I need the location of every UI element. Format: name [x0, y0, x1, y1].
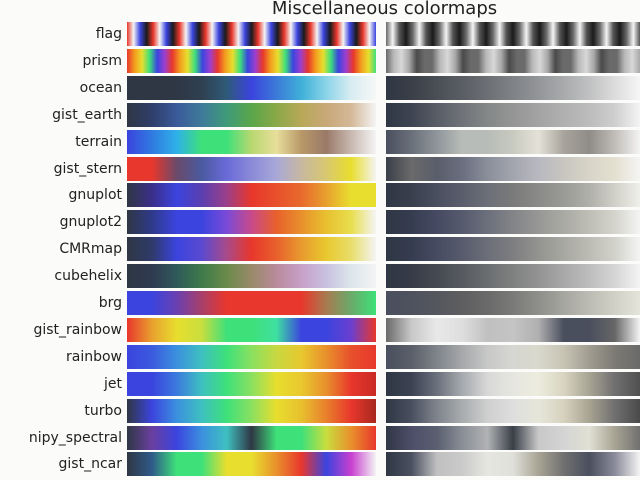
- color-strip: [127, 264, 376, 289]
- colormap-label: ocean: [79, 79, 122, 96]
- colormap-row-jet: jet: [0, 371, 640, 396]
- color-strip: [127, 237, 376, 262]
- colormap-label: gnuplot: [68, 187, 122, 204]
- grayscale-strip: [386, 317, 640, 342]
- grayscale-strip: [386, 264, 640, 289]
- colormap-row-turbo: turbo: [0, 398, 640, 423]
- grayscale-strip: [386, 156, 640, 181]
- colormap-label: cubehelix: [54, 268, 122, 285]
- colormap-row-brg: brg: [0, 291, 640, 315]
- colormap-row-gist-stern: gist_stern: [0, 156, 640, 181]
- grayscale-strip: [386, 371, 640, 396]
- color-strip: [127, 425, 376, 450]
- color-strip: [127, 129, 376, 154]
- grayscale-strip: [386, 48, 640, 73]
- color-strip: [127, 210, 376, 235]
- grayscale-strip: [386, 291, 640, 315]
- colormap-label: gnuplot2: [59, 214, 122, 231]
- grayscale-strip: [386, 102, 640, 127]
- grayscale-strip: [386, 425, 640, 450]
- colormap-row-ocean: ocean: [0, 75, 640, 100]
- colormap-row-gist-ncar: gist_ncar: [0, 452, 640, 477]
- colormap-label: prism: [82, 52, 122, 69]
- colormap-row-flag: flag: [0, 22, 640, 46]
- figure-title: Miscellaneous colormaps: [271, 0, 498, 19]
- grayscale-strip: [386, 452, 640, 477]
- colormap-label: terrain: [75, 133, 122, 150]
- colormap-label: flag: [95, 26, 122, 42]
- colormap-label: jet: [104, 375, 122, 392]
- grayscale-strip: [386, 75, 640, 100]
- grayscale-strip: [386, 344, 640, 369]
- colormap-row-cmrmap: CMRmap: [0, 237, 640, 262]
- colormap-label: nipy_spectral: [28, 429, 122, 446]
- grayscale-strip: [386, 129, 640, 154]
- color-strip: [127, 398, 376, 423]
- colormap-label: gist_earth: [52, 106, 122, 123]
- color-strip: [127, 317, 376, 342]
- colormap-label: turbo: [84, 402, 122, 419]
- colormap-row-terrain: terrain: [0, 129, 640, 154]
- colormap-row-prism: prism: [0, 48, 640, 73]
- color-strip: [127, 183, 376, 208]
- grayscale-strip: [386, 183, 640, 208]
- colormap-row-gist-rainbow: gist_rainbow: [0, 317, 640, 342]
- colormap-row-gnuplot2: gnuplot2: [0, 210, 640, 235]
- color-strip: [127, 452, 376, 477]
- grayscale-strip: [386, 398, 640, 423]
- colormap-label: gist_stern: [53, 160, 122, 177]
- colormap-row-nipy-spectral: nipy_spectral: [0, 425, 640, 450]
- color-strip: [127, 75, 376, 100]
- color-strip: [127, 156, 376, 181]
- colormap-row-gist-earth: gist_earth: [0, 102, 640, 127]
- color-strip: [127, 22, 376, 46]
- colormap-label: rainbow: [66, 348, 122, 365]
- color-strip: [127, 48, 376, 73]
- color-strip: [127, 291, 376, 315]
- colormap-label: brg: [98, 295, 122, 311]
- colormap-row-cubehelix: cubehelix: [0, 264, 640, 289]
- color-strip: [127, 102, 376, 127]
- grayscale-strip: [386, 237, 640, 262]
- grayscale-strip: [386, 22, 640, 46]
- colormap-label: CMRmap: [59, 241, 122, 258]
- grayscale-strip: [386, 210, 640, 235]
- colormap-row-gnuplot: gnuplot: [0, 183, 640, 208]
- color-strip: [127, 371, 376, 396]
- colormap-label: gist_ncar: [58, 456, 122, 473]
- color-strip: [127, 344, 376, 369]
- colormap-row-rainbow: rainbow: [0, 344, 640, 369]
- colormap-label: gist_rainbow: [33, 321, 122, 338]
